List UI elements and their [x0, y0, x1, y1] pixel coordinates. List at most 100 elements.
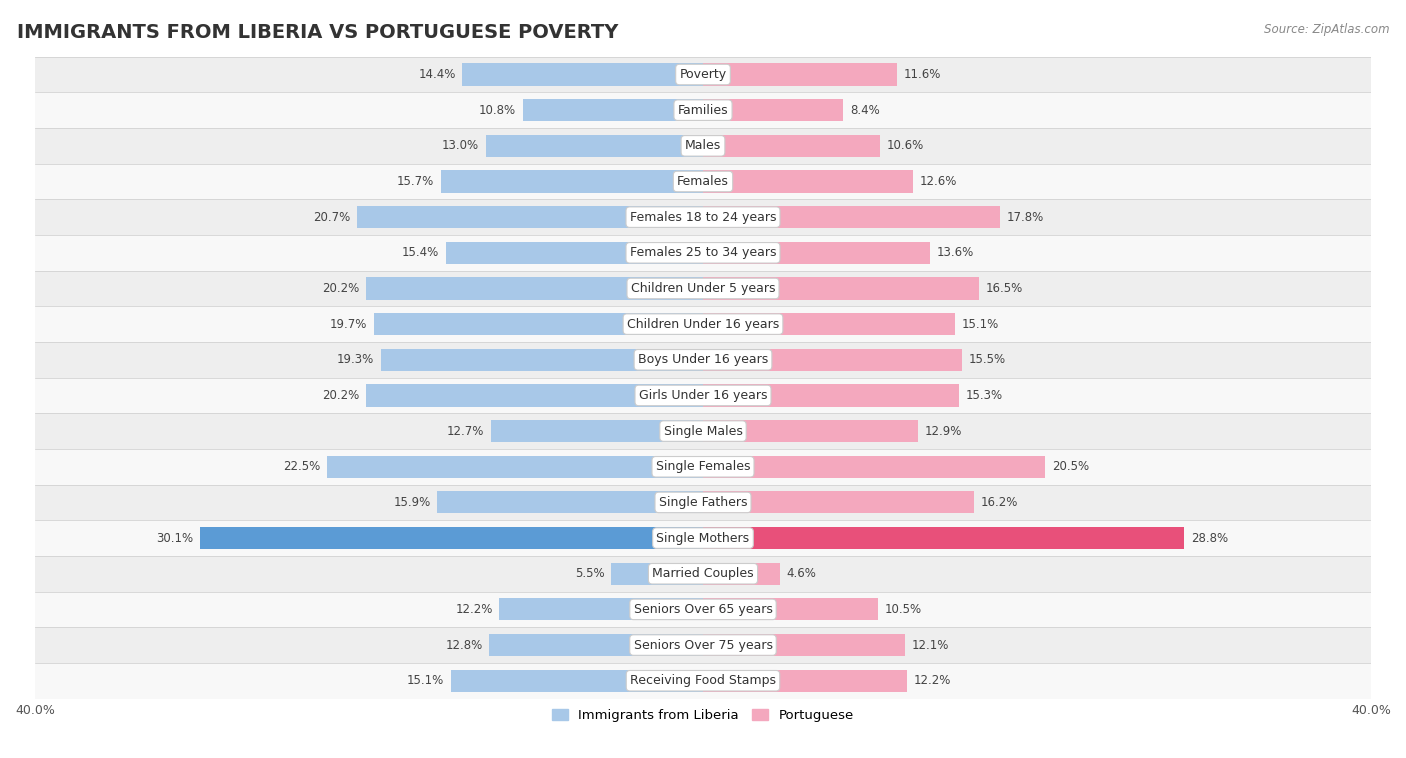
- Bar: [437, 491, 703, 513]
- Text: 20.5%: 20.5%: [1052, 460, 1090, 473]
- Text: 22.5%: 22.5%: [283, 460, 321, 473]
- Text: 15.3%: 15.3%: [965, 389, 1002, 402]
- Bar: [486, 135, 703, 157]
- Text: Children Under 5 years: Children Under 5 years: [631, 282, 775, 295]
- Bar: [703, 206, 1000, 228]
- Bar: [35, 235, 1371, 271]
- Bar: [489, 634, 703, 656]
- Bar: [499, 598, 703, 621]
- Bar: [463, 64, 703, 86]
- Bar: [35, 449, 1371, 484]
- Text: 10.8%: 10.8%: [479, 104, 516, 117]
- Bar: [703, 64, 897, 86]
- Bar: [35, 271, 1371, 306]
- Bar: [35, 663, 1371, 699]
- Text: 12.6%: 12.6%: [920, 175, 957, 188]
- Text: 17.8%: 17.8%: [1007, 211, 1045, 224]
- Text: Married Couples: Married Couples: [652, 567, 754, 580]
- Text: 5.5%: 5.5%: [575, 567, 605, 580]
- Text: Females 25 to 34 years: Females 25 to 34 years: [630, 246, 776, 259]
- Bar: [703, 99, 844, 121]
- Text: 15.1%: 15.1%: [406, 674, 444, 688]
- Text: Boys Under 16 years: Boys Under 16 years: [638, 353, 768, 366]
- Text: 15.4%: 15.4%: [402, 246, 439, 259]
- Text: 8.4%: 8.4%: [851, 104, 880, 117]
- Text: 20.7%: 20.7%: [314, 211, 350, 224]
- Text: 28.8%: 28.8%: [1191, 531, 1227, 544]
- Bar: [381, 349, 703, 371]
- Text: 15.1%: 15.1%: [962, 318, 1000, 330]
- Text: Single Mothers: Single Mothers: [657, 531, 749, 544]
- Bar: [366, 277, 703, 299]
- Text: 10.5%: 10.5%: [884, 603, 922, 616]
- Text: 19.7%: 19.7%: [330, 318, 367, 330]
- Text: 12.1%: 12.1%: [911, 638, 949, 652]
- Text: Single Females: Single Females: [655, 460, 751, 473]
- Bar: [374, 313, 703, 335]
- Bar: [35, 199, 1371, 235]
- Bar: [703, 242, 931, 264]
- Bar: [451, 669, 703, 692]
- Text: 12.8%: 12.8%: [446, 638, 482, 652]
- Text: Source: ZipAtlas.com: Source: ZipAtlas.com: [1264, 23, 1389, 36]
- Text: 20.2%: 20.2%: [322, 282, 359, 295]
- Bar: [35, 92, 1371, 128]
- Bar: [703, 349, 962, 371]
- Text: Single Males: Single Males: [664, 424, 742, 437]
- Text: 15.9%: 15.9%: [394, 496, 430, 509]
- Bar: [703, 598, 879, 621]
- Bar: [703, 420, 918, 442]
- Bar: [703, 456, 1046, 478]
- Bar: [35, 556, 1371, 591]
- Bar: [612, 562, 703, 584]
- Text: Females 18 to 24 years: Females 18 to 24 years: [630, 211, 776, 224]
- Bar: [35, 377, 1371, 413]
- Bar: [35, 520, 1371, 556]
- Bar: [328, 456, 703, 478]
- Text: Girls Under 16 years: Girls Under 16 years: [638, 389, 768, 402]
- Bar: [366, 384, 703, 406]
- Text: Females: Females: [678, 175, 728, 188]
- Text: 15.7%: 15.7%: [396, 175, 434, 188]
- Text: 16.5%: 16.5%: [986, 282, 1022, 295]
- Bar: [703, 313, 955, 335]
- Bar: [441, 171, 703, 193]
- Bar: [703, 171, 914, 193]
- Text: Poverty: Poverty: [679, 68, 727, 81]
- Bar: [35, 306, 1371, 342]
- Bar: [35, 627, 1371, 663]
- Bar: [35, 484, 1371, 520]
- Text: 20.2%: 20.2%: [322, 389, 359, 402]
- Text: 14.4%: 14.4%: [419, 68, 456, 81]
- Text: 15.5%: 15.5%: [969, 353, 1005, 366]
- Text: Males: Males: [685, 139, 721, 152]
- Bar: [491, 420, 703, 442]
- Text: 4.6%: 4.6%: [786, 567, 817, 580]
- Bar: [35, 128, 1371, 164]
- Legend: Immigrants from Liberia, Portuguese: Immigrants from Liberia, Portuguese: [547, 703, 859, 727]
- Text: 12.7%: 12.7%: [447, 424, 484, 437]
- Text: 16.2%: 16.2%: [980, 496, 1018, 509]
- Bar: [703, 277, 979, 299]
- Bar: [446, 242, 703, 264]
- Text: IMMIGRANTS FROM LIBERIA VS PORTUGUESE POVERTY: IMMIGRANTS FROM LIBERIA VS PORTUGUESE PO…: [17, 23, 619, 42]
- Text: Families: Families: [678, 104, 728, 117]
- Text: Children Under 16 years: Children Under 16 years: [627, 318, 779, 330]
- Text: Single Fathers: Single Fathers: [659, 496, 747, 509]
- Bar: [35, 342, 1371, 377]
- Text: Seniors Over 75 years: Seniors Over 75 years: [634, 638, 772, 652]
- Text: 30.1%: 30.1%: [156, 531, 194, 544]
- Text: Receiving Food Stamps: Receiving Food Stamps: [630, 674, 776, 688]
- Text: 13.0%: 13.0%: [441, 139, 479, 152]
- Text: 19.3%: 19.3%: [336, 353, 374, 366]
- Text: Seniors Over 65 years: Seniors Over 65 years: [634, 603, 772, 616]
- Bar: [703, 491, 973, 513]
- Bar: [200, 527, 703, 549]
- Bar: [357, 206, 703, 228]
- Text: 12.9%: 12.9%: [925, 424, 963, 437]
- Bar: [703, 527, 1184, 549]
- Bar: [35, 164, 1371, 199]
- Bar: [35, 591, 1371, 627]
- Bar: [703, 384, 959, 406]
- Bar: [703, 562, 780, 584]
